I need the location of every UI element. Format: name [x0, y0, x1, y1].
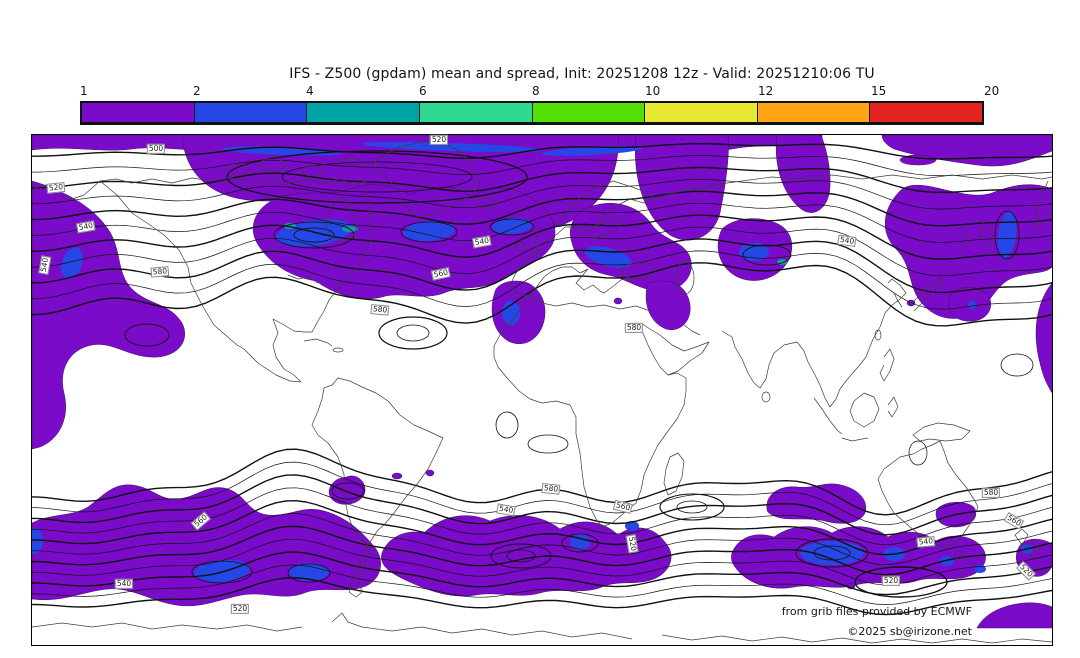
- colorbar-tick-row: 1 2 4 6 8 10 12 15 20: [80, 84, 1000, 98]
- closed-contour-ring: [742, 244, 792, 266]
- closed-contour-ring: [813, 545, 851, 561]
- z500-contour-line: [32, 564, 1052, 605]
- closed-contour-ring: [396, 324, 430, 342]
- z500-contour-layer: [32, 143, 1052, 616]
- closed-contour-ring: [506, 549, 536, 563]
- z500-contour-line: [32, 226, 1052, 277]
- colorbar-segment: [307, 103, 420, 122]
- colorbar-segment: [532, 103, 646, 122]
- z500-contour-line: [32, 143, 1052, 160]
- z500-contour-line: [32, 166, 1052, 193]
- z500-contour-line: [32, 513, 1052, 566]
- closed-contour-ring: [331, 482, 365, 500]
- world-map-panel: 500 520 520 540 540 580 580 540 560 540 580 580 540 5…: [31, 134, 1053, 646]
- closed-contour-ring: [1000, 353, 1034, 377]
- z500-contour-line: [32, 155, 1052, 176]
- colorbar-segment: [194, 103, 308, 122]
- z500-contour-line: [32, 262, 1052, 327]
- closed-contour-ring: [124, 323, 170, 347]
- closed-contour-ring: [378, 316, 448, 350]
- colorbar-segment: [419, 103, 533, 122]
- colorbar-tick-label: 12: [758, 84, 774, 98]
- colorbar-segment: [82, 103, 195, 122]
- z500-contour-line: [32, 190, 1052, 227]
- colorbar-tick-label: 2: [193, 84, 201, 98]
- colorbar-tick-label: 20: [984, 84, 1000, 98]
- z500-contour-line: [32, 461, 1052, 526]
- colorbar-tick-label: 8: [532, 84, 540, 98]
- z500-contour-line: [32, 577, 1052, 616]
- z500-contour-line: [32, 238, 1052, 294]
- attribution-copyright: ©2025 sb@irizone.net: [847, 625, 972, 638]
- colorbar-tick-label: 15: [871, 84, 887, 98]
- z500-contour-line: [32, 202, 1052, 243]
- map-canvas: [32, 135, 1052, 644]
- z500-contour-line: [32, 500, 1052, 556]
- closed-contour-ring: [676, 500, 708, 514]
- attribution-source: from grib files provided by ECMWF: [781, 605, 972, 618]
- colorbar-tick-label: 4: [306, 84, 314, 98]
- colorbar: [80, 101, 984, 125]
- closed-contour-ring: [191, 560, 253, 584]
- colorbar-segment: [870, 103, 982, 122]
- colorbar-tick-label: 1: [80, 84, 88, 98]
- closed-contour-ring: [400, 221, 458, 243]
- closed-contour-ring: [659, 493, 725, 521]
- z500-contour-line: [32, 179, 1052, 210]
- z500-contour-line: [32, 250, 1052, 310]
- closed-contour-ring: [994, 210, 1020, 260]
- closed-contour-ring: [489, 218, 535, 236]
- z500-contour-line: [32, 448, 1052, 516]
- closed-contour-ring: [854, 566, 948, 598]
- closed-contour-ring: [293, 227, 335, 243]
- colorbar-tick-label: 10: [645, 84, 661, 98]
- closed-contour-ring: [795, 538, 869, 568]
- z500-contour-line: [32, 551, 1052, 596]
- closed-contour-ring: [281, 161, 473, 193]
- closed-contour-ring: [226, 150, 528, 204]
- chart-title: IFS - Z500 (gpdam) mean and spread, Init…: [289, 66, 875, 82]
- closed-contour-ring: [490, 543, 552, 569]
- colorbar-segment: [757, 103, 871, 122]
- closed-contour-ring: [495, 411, 519, 439]
- z500-contour-line: [32, 525, 1052, 576]
- closed-contour-ring: [287, 563, 331, 583]
- z500-contour-line: [32, 474, 1052, 536]
- closed-contour-ring: [908, 440, 928, 466]
- closed-contour-ring: [527, 434, 569, 454]
- z500-contour-line: [32, 214, 1052, 260]
- coastline-layer: [32, 141, 1052, 644]
- colorbar-segment: [645, 103, 758, 122]
- colorbar-tick-label: 6: [419, 84, 427, 98]
- closed-contour-ring: [561, 533, 599, 553]
